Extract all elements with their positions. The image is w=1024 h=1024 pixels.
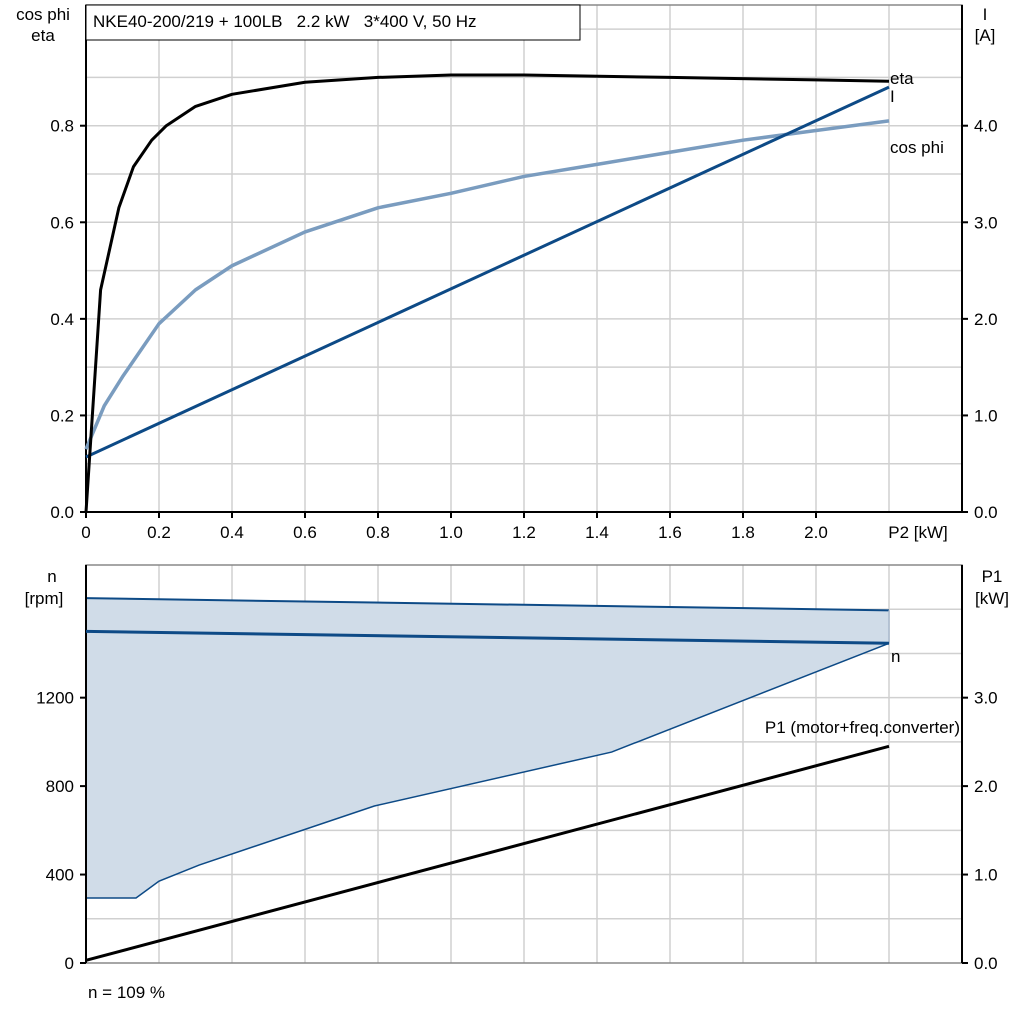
y-left-tick-label: 0.4 [50,310,74,329]
band-upper-edge [85,597,890,612]
y-right-label: [A] [975,26,996,45]
speed-range-band [86,598,889,898]
y-right-label: I [983,5,988,24]
x-tick-label: 0 [81,523,90,542]
y-left-label: [rpm] [25,589,64,608]
series-eta [84,73,890,513]
y-right-label: P1 [982,567,1003,586]
x-tick-label: 0.8 [366,523,390,542]
y-right-tick-label: 3.0 [974,689,998,708]
series-label-eta: eta [890,69,914,88]
y-right-tick-label: 1.0 [974,406,998,425]
x-tick-label: 2.0 [804,523,828,542]
y-right-tick-label: 3.0 [974,213,998,232]
series-cos-phi [84,119,890,450]
y-left-label: eta [31,26,55,45]
y-left-tick-label: 0.8 [50,117,74,136]
series-label-p1: P1 (motor+freq.converter) [765,718,960,737]
y-left-tick-label: 0.0 [50,503,74,522]
series-current [85,85,890,459]
y-right-tick-label: 4.0 [974,117,998,136]
y-right-tick-label: 1.0 [974,866,998,885]
y-right-tick-label: 2.0 [974,310,998,329]
x-tick-label: 1.0 [439,523,463,542]
x-axis-label: P2 [kW] [888,523,948,542]
x-tick-label: 1.8 [731,523,755,542]
series-label-i: I [890,87,895,106]
x-tick-label: 1.6 [658,523,682,542]
y-left-label: n [47,567,56,586]
y-left-tick-label: 800 [46,777,74,796]
series-speed [85,629,890,645]
y-left-tick-label: 0 [65,954,74,973]
x-tick-label: 1.4 [585,523,609,542]
band-lower-edge [86,642,890,899]
x-tick-label: 1.2 [512,523,536,542]
y-left-label: cos phi [16,5,70,24]
x-tick-label: 0.6 [293,523,317,542]
y-right-label: [kW] [975,589,1009,608]
x-tick-label: 0.2 [147,523,171,542]
y-left-tick-label: 0.6 [50,213,74,232]
y-right-tick-label: 0.0 [974,503,998,522]
y-right-tick-label: 0.0 [974,954,998,973]
series-p1 [85,744,890,962]
y-left-tick-label: 1200 [36,689,74,708]
x-tick-label: 0.4 [220,523,244,542]
chart-title: NKE40-200/219 + 100LB 2.2 kW 3*400 V, 50… [93,12,477,31]
series-label-n: n [891,647,900,666]
y-left-tick-label: 0.2 [50,406,74,425]
title-box [85,4,581,41]
series-label-cos-phi: cos phi [890,138,944,157]
y-left-tick-label: 400 [46,866,74,885]
y-right-tick-label: 2.0 [974,777,998,796]
footnote-speed-percent: n = 109 % [88,983,165,1002]
